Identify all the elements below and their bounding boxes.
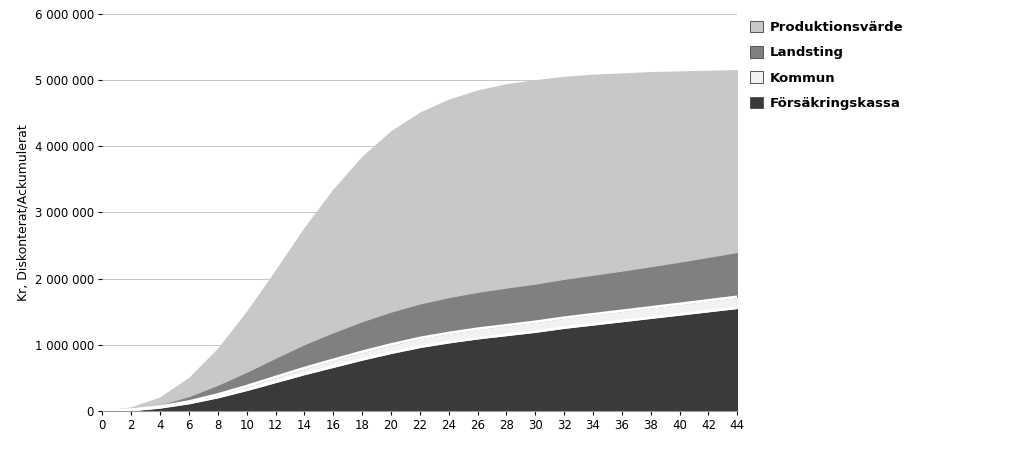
Legend: Produktionsvärde, Landsting, Kommun, Försäkringskassa: Produktionsvärde, Landsting, Kommun, För… [751,21,903,110]
Y-axis label: Kr, Diskonterat/Ackumulerat: Kr, Diskonterat/Ackumulerat [16,124,30,301]
